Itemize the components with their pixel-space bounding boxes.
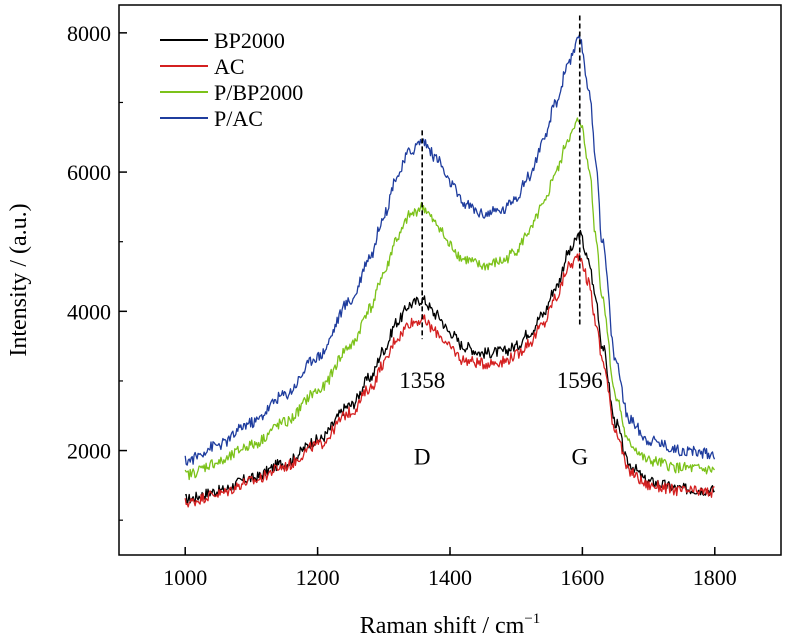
series-line-p-ac bbox=[184, 34, 716, 466]
series-line-bp2000 bbox=[184, 229, 715, 505]
x-tick-label: 1400 bbox=[428, 565, 472, 590]
legend-label: AC bbox=[214, 54, 245, 79]
x-tick-label: 1200 bbox=[296, 565, 340, 590]
series-layer bbox=[184, 34, 716, 508]
legend-label: BP2000 bbox=[214, 28, 285, 53]
legend-label: P/AC bbox=[214, 106, 263, 131]
series-line-ac bbox=[184, 253, 715, 508]
axis-ticks: 1000 1200 1400 1600 1800 2000 4000 6000 8000 bbox=[67, 21, 737, 590]
peak-band-label: D bbox=[414, 445, 431, 470]
x-axis-label-main: Raman shift / cm bbox=[360, 613, 525, 639]
y-axis-label: Intensity / (a.u.) bbox=[6, 203, 32, 356]
x-tick-label: 1600 bbox=[560, 565, 604, 590]
peak-position-label: 1358 bbox=[399, 368, 445, 393]
y-tick-label: 2000 bbox=[67, 439, 111, 464]
y-tick-label: 6000 bbox=[67, 160, 111, 185]
x-tick-label: 1800 bbox=[693, 565, 737, 590]
y-tick-label: 8000 bbox=[67, 21, 111, 46]
x-axis-label-superscript: −1 bbox=[524, 611, 540, 627]
annotation-layer: 1358 D 1596 G bbox=[399, 15, 603, 470]
y-tick-label: 4000 bbox=[67, 299, 111, 324]
x-tick-label: 1000 bbox=[163, 565, 207, 590]
x-axis-label: Raman shift / cm−1 bbox=[360, 611, 541, 639]
legend-label: P/BP2000 bbox=[214, 80, 303, 105]
series-line-p-bp2000 bbox=[184, 117, 716, 481]
peak-position-label: 1596 bbox=[557, 368, 603, 393]
peak-band-label: G bbox=[571, 445, 588, 470]
